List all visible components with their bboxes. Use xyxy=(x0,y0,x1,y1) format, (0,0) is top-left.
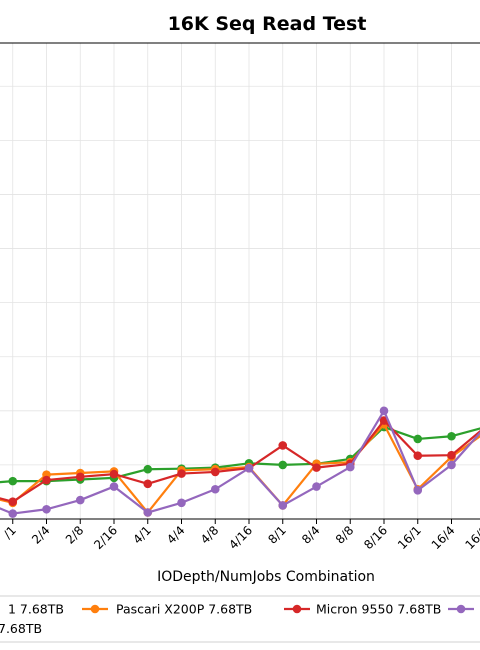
data-point xyxy=(8,509,18,518)
x-tick-label: 2/16 xyxy=(91,523,120,552)
legend-label: Pascari X200P 7.68TB xyxy=(116,602,252,617)
legend: 1 7.68TB Pascari X200P 7.68TB Micron 9550 … xyxy=(0,595,480,643)
data-point xyxy=(143,479,153,489)
gridlines xyxy=(0,43,480,524)
legend-swatch-marker xyxy=(292,604,302,614)
data-point xyxy=(42,504,51,514)
data-point xyxy=(447,431,456,441)
chart-title: 16K Seq Read Test xyxy=(168,13,367,35)
data-point xyxy=(75,495,85,505)
x-tick-label: 4/8 xyxy=(198,523,222,547)
x-tick-label: 4/4 xyxy=(164,523,188,547)
data-point xyxy=(278,460,288,470)
data-point xyxy=(177,469,186,478)
series-line-0 xyxy=(0,425,480,484)
legend-swatch-marker xyxy=(456,604,466,614)
legend-label: Micron 9550 7.68TB xyxy=(316,602,441,617)
data-point xyxy=(42,475,51,485)
data-point xyxy=(109,469,119,479)
x-tick-label: 8/1 xyxy=(265,523,289,547)
legend-label: 7.68TB xyxy=(0,621,42,636)
data-point xyxy=(447,450,456,460)
data-point xyxy=(447,460,456,470)
series-layer xyxy=(0,406,480,518)
data-point xyxy=(379,406,389,416)
x-tick-labels: /1 2/4 2/8 2/16 4/1 4/4 4/8 4/16 8/1 8/4 8/8 8/16 16… xyxy=(1,523,480,552)
x-tick-label: 16/8 xyxy=(462,523,480,552)
x-tick-label: 2/8 xyxy=(63,523,87,547)
data-point xyxy=(278,501,288,510)
series-line-1 xyxy=(0,423,480,514)
x-tick-label: 4/16 xyxy=(226,523,255,552)
data-point xyxy=(413,486,423,495)
x-tick-label: 8/16 xyxy=(361,523,390,552)
data-point xyxy=(210,484,220,494)
data-point xyxy=(413,434,423,444)
data-point xyxy=(109,482,119,491)
x-tick-label: 4/1 xyxy=(130,523,154,547)
data-point xyxy=(244,463,254,473)
data-point xyxy=(8,476,18,486)
legend-box xyxy=(0,595,480,643)
x-tick-label: 8/4 xyxy=(299,523,323,547)
data-point xyxy=(312,463,321,472)
x-tick-label: 8/8 xyxy=(333,523,357,547)
data-point xyxy=(210,467,220,477)
series-line-3 xyxy=(0,409,480,515)
data-point xyxy=(143,464,153,474)
x-tick-label: 16/4 xyxy=(429,523,458,552)
x-tick-label: 2/4 xyxy=(29,523,53,547)
x-tick-label: /1 xyxy=(1,523,19,541)
data-point xyxy=(413,451,423,461)
x-tick-label: 16/1 xyxy=(395,523,424,552)
legend-label: 1 7.68TB xyxy=(8,602,64,617)
legend-swatch-marker xyxy=(90,604,100,614)
x-axis-label: IODepth/NumJobs Combination xyxy=(157,569,375,585)
data-point xyxy=(143,508,153,517)
series-line-2 xyxy=(0,419,480,503)
data-point xyxy=(177,498,186,508)
data-point xyxy=(8,497,18,506)
data-point xyxy=(345,462,355,472)
data-point xyxy=(278,441,288,450)
data-point xyxy=(312,482,321,491)
data-point xyxy=(75,472,85,482)
